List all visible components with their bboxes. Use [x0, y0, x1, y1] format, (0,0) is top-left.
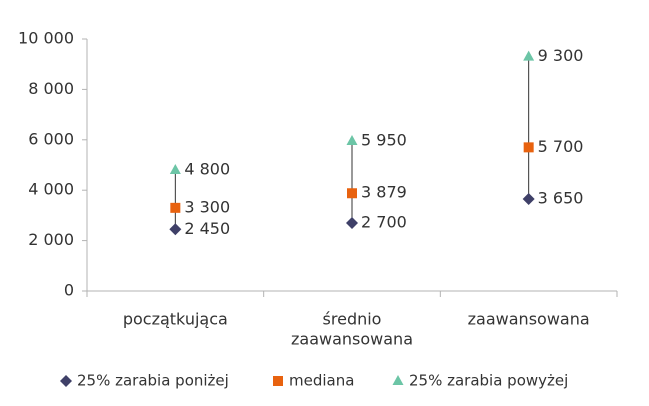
- y-tick-label: 10 000: [18, 29, 74, 48]
- triangle-point: [169, 164, 181, 175]
- data-label: 2 700: [361, 212, 407, 231]
- diamond-point: [346, 216, 358, 229]
- legend-square-icon: [273, 376, 283, 386]
- x-category-label: zaawansowana: [291, 330, 413, 349]
- data-label: 5 700: [538, 137, 584, 156]
- legend-triangle-icon: [392, 375, 404, 385]
- square-point: [347, 188, 357, 199]
- legend-diamond-icon: [60, 375, 72, 387]
- data-label: 2 450: [184, 219, 230, 238]
- triangle-point: [523, 50, 535, 61]
- square-point: [523, 142, 534, 153]
- y-tick-label: 0: [64, 281, 74, 300]
- y-tick-label: 2 000: [28, 230, 74, 249]
- x-category-label: zaawansowana: [468, 310, 590, 329]
- x-category-label: średnio: [323, 310, 382, 329]
- data-label: 3 300: [184, 197, 230, 216]
- diamond-point: [169, 223, 182, 236]
- data-label: 9 300: [538, 46, 584, 65]
- triangle-point: [346, 135, 358, 146]
- plot-area: 2 450 2 700 3 650 3 300 3 879 5 700 4 800 5 950…: [169, 46, 583, 238]
- x-category-label: początkująca: [123, 310, 228, 329]
- y-tick-label: 6 000: [28, 129, 74, 148]
- data-label: 3 879: [361, 183, 407, 202]
- diamond-point: [522, 193, 535, 206]
- legend: 25% zarabia poniżej mediana 25% zarabia po…: [60, 372, 568, 390]
- legend-label: 25% zarabia powyżej: [409, 372, 568, 390]
- data-label: 3 650: [538, 189, 584, 208]
- data-label: 5 950: [361, 131, 407, 150]
- square-point: [170, 202, 181, 213]
- y-axis: 0 2 000 4 000 6 000 8 000 10 000: [18, 29, 88, 300]
- y-tick-label: 4 000: [28, 180, 74, 199]
- legend-label: 25% zarabia poniżej: [77, 372, 229, 390]
- x-axis: początkująca średniozaawansowanazaawansow…: [86, 290, 618, 349]
- data-label: 4 800: [184, 160, 230, 179]
- y-tick-label: 8 000: [28, 79, 74, 98]
- legend-label: mediana: [289, 372, 354, 390]
